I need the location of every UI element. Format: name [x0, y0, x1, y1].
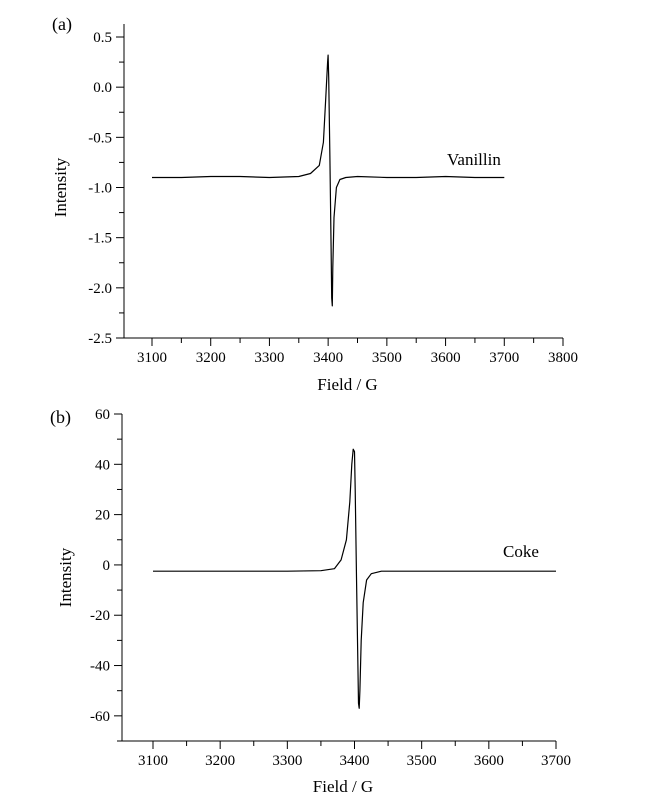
x-tick-label: 3400	[313, 350, 343, 366]
x-tick-label: 3200	[196, 350, 226, 366]
axes	[116, 24, 564, 346]
y-tick-label: 0.0	[93, 80, 112, 96]
y-tick-label: -0.5	[88, 130, 112, 146]
x-tick-label: 3400	[340, 753, 370, 769]
y-tick-label: -1.0	[88, 181, 112, 197]
y-tick-label: -40	[90, 659, 110, 675]
x-tick-label: 3700	[541, 753, 571, 769]
y-tick-label: 0	[103, 558, 111, 574]
y-tick-label: -2.5	[88, 331, 112, 347]
series-line	[153, 448, 556, 709]
series-group	[152, 54, 505, 307]
series-line	[152, 54, 505, 307]
y-tick-label: 60	[95, 407, 110, 423]
series-group	[153, 448, 556, 709]
x-tick-label: 3100	[138, 753, 168, 769]
y-tick-labels: -2.5 -2.0 -1.5 -1.0 -0.5 0.0 0.5	[88, 30, 112, 347]
y-tick-label: 0.5	[93, 30, 112, 46]
x-tick-label: 3500	[407, 753, 437, 769]
panel-label: (a)	[52, 14, 72, 35]
y-tick-label: -60	[90, 709, 110, 725]
x-axis-label: Field / G	[317, 375, 377, 394]
x-axis-label: Field / G	[313, 777, 373, 796]
y-tick-label: 20	[95, 508, 110, 524]
series-label: Coke	[503, 542, 539, 561]
x-tick-label: 3500	[372, 350, 402, 366]
panel-label: (b)	[50, 407, 71, 428]
x-tick-label: 3300	[254, 350, 284, 366]
x-tick-label: 3300	[272, 753, 302, 769]
x-tick-label: 3100	[137, 350, 167, 366]
x-tick-labels: 3100 3200 3300 3400 3500 3600 3700 3800	[137, 350, 578, 366]
x-tick-label: 3600	[431, 350, 461, 366]
panel-a: (a) 3100 3200 3300 3400 3500 3600 3700 3800 -2.…	[51, 14, 578, 394]
x-tick-label: 3600	[474, 753, 504, 769]
x-tick-label: 3200	[205, 753, 235, 769]
y-tick-labels: -60 -40 -20 0 20 40 60	[90, 407, 110, 725]
x-tick-label: 3700	[489, 350, 519, 366]
y-tick-label: 40	[95, 457, 110, 473]
y-axis-label: Intensity	[51, 157, 70, 217]
y-tick-label: -2.0	[88, 281, 112, 297]
x-tick-labels: 3100 3200 3300 3400 3500 3600 3700	[138, 753, 571, 769]
panel-b: (b) 3100 3200 3300 3400 3500 3600 3700 -60-40-…	[50, 407, 571, 796]
axes	[114, 413, 557, 749]
x-tick-label: 3800	[548, 350, 578, 366]
series-label: Vanillin	[447, 150, 501, 169]
y-tick-label: -20	[90, 608, 110, 624]
y-axis-label: Intensity	[56, 547, 75, 607]
y-tick-label: -1.5	[88, 231, 112, 247]
